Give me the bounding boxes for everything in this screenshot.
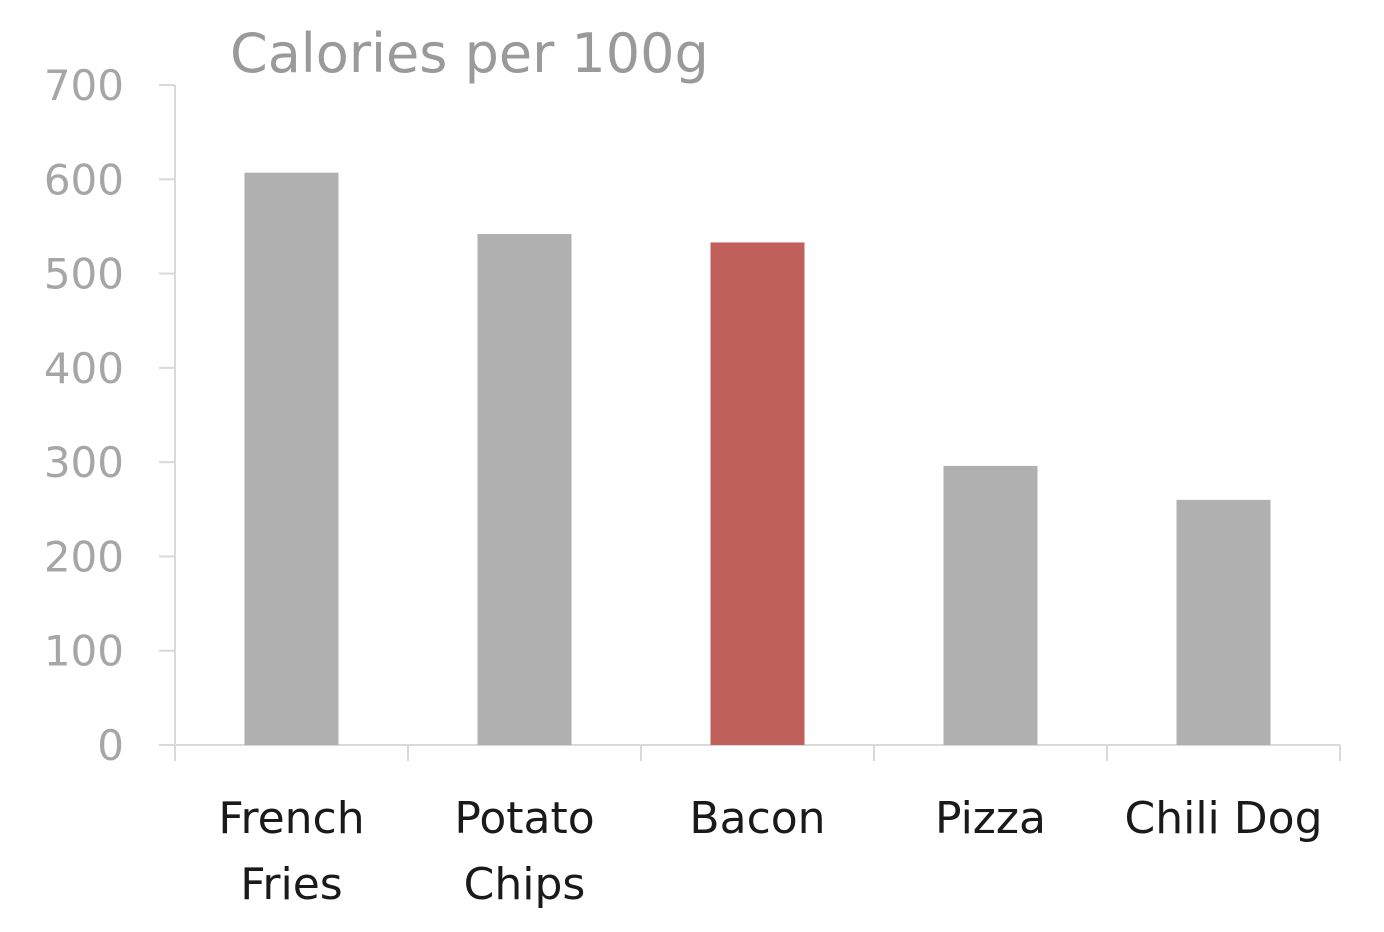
category-label-line: Pizza bbox=[935, 793, 1046, 844]
y-tick-label: 300 bbox=[44, 438, 124, 487]
bar-potato-chips bbox=[477, 233, 572, 745]
y-tick-label: 200 bbox=[44, 532, 124, 581]
category-labels-group: French Fries Potato Chips Bacon Pizza Chili Do… bbox=[218, 793, 1322, 910]
category-label: Chili Dog bbox=[1125, 793, 1323, 844]
category-label-line: Chips bbox=[464, 859, 586, 910]
x-axis bbox=[159, 744, 1341, 761]
y-tick-label: 0 bbox=[97, 721, 124, 770]
bars-group bbox=[244, 172, 1271, 745]
category-label: French Fries bbox=[218, 793, 364, 910]
category-label: Bacon bbox=[689, 793, 825, 844]
y-tick-label: 700 bbox=[44, 61, 124, 110]
category-label-line: Potato bbox=[454, 793, 594, 844]
category-label-line: Chili Dog bbox=[1125, 793, 1323, 844]
bar-chili-dog bbox=[1176, 499, 1271, 745]
y-axis: 0 100 200 300 400 500 600 700 bbox=[44, 61, 176, 770]
y-tick-label: 500 bbox=[44, 250, 124, 299]
category-label: Potato Chips bbox=[454, 793, 594, 910]
y-tick-label: 400 bbox=[44, 344, 124, 393]
y-tick-label: 100 bbox=[44, 627, 124, 676]
y-tick-label: 600 bbox=[44, 155, 124, 204]
bar-bacon bbox=[710, 242, 805, 745]
bar-pizza bbox=[943, 465, 1038, 745]
bar-french-fries bbox=[244, 172, 339, 745]
category-label-line: Bacon bbox=[689, 793, 825, 844]
category-label-line: Fries bbox=[240, 859, 342, 910]
category-label: Pizza bbox=[935, 793, 1046, 844]
category-label-line: French bbox=[218, 793, 364, 844]
chart-title: Calories per 100g bbox=[230, 22, 709, 85]
